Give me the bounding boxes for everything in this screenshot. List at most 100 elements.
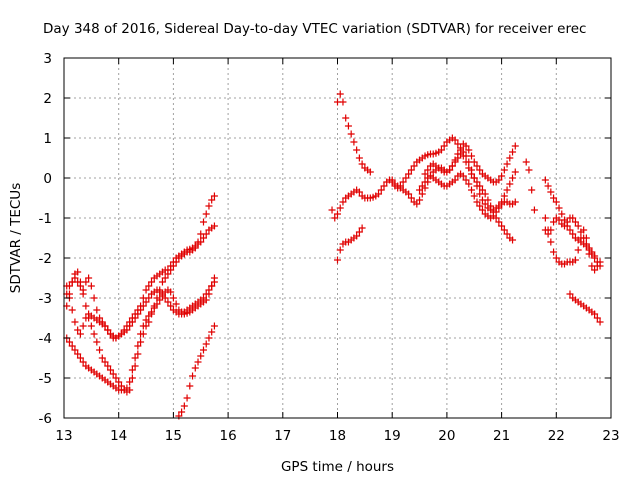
data-point: [96, 346, 104, 354]
data-point: [511, 142, 519, 150]
data-point: [498, 172, 506, 180]
data-point: [569, 230, 577, 238]
data-point: [421, 170, 429, 178]
data-point: [503, 230, 511, 238]
data-point: [202, 230, 210, 238]
data-points: [63, 90, 604, 420]
x-tick-label: 19: [384, 428, 401, 444]
data-point: [465, 158, 473, 166]
y-tick-label: -3: [39, 291, 52, 307]
data-point: [202, 210, 210, 218]
data-point: [476, 202, 484, 210]
series-s7: [334, 224, 366, 264]
data-point: [407, 194, 415, 202]
data-point: [87, 282, 95, 290]
data-point: [199, 346, 207, 354]
data-point: [596, 318, 604, 326]
x-tick-label: 23: [602, 428, 619, 444]
data-point: [503, 186, 511, 194]
data-point: [582, 240, 590, 248]
data-point: [210, 278, 218, 286]
data-point: [205, 334, 213, 342]
y-tick-label: -6: [39, 411, 52, 427]
data-point: [500, 192, 508, 200]
data-point: [137, 330, 145, 338]
data-point: [191, 364, 199, 372]
data-point: [402, 174, 410, 182]
data-point: [101, 358, 109, 366]
data-point: [131, 354, 139, 362]
data-point: [82, 278, 90, 286]
data-point: [104, 362, 112, 370]
data-point: [478, 206, 486, 214]
data-point: [139, 322, 147, 330]
data-point: [134, 342, 142, 350]
data-point: [158, 290, 166, 298]
data-point: [336, 246, 344, 254]
data-point: [437, 146, 445, 154]
data-point: [90, 294, 98, 302]
data-point: [68, 342, 76, 350]
data-point: [347, 130, 355, 138]
data-point: [574, 222, 582, 230]
data-point: [194, 358, 202, 366]
data-point: [574, 246, 582, 254]
y-tick-label: 0: [43, 171, 52, 187]
data-point: [547, 226, 555, 234]
data-point: [465, 146, 473, 154]
data-point: [473, 198, 481, 206]
x-axis-label: GPS time / hours: [281, 459, 394, 475]
data-point: [74, 350, 82, 358]
x-tick-label: 22: [548, 428, 565, 444]
data-point: [405, 190, 413, 198]
data-point: [541, 176, 549, 184]
data-point: [186, 382, 194, 390]
data-point: [164, 266, 172, 274]
data-point: [197, 352, 205, 360]
data-point: [82, 314, 90, 322]
data-point: [489, 212, 497, 220]
data-point: [459, 172, 467, 180]
data-point: [202, 340, 210, 348]
data-point: [104, 326, 112, 334]
data-point: [126, 378, 134, 386]
data-point: [334, 210, 341, 218]
y-tick-label: 3: [43, 51, 52, 67]
series-s2: [63, 222, 218, 342]
data-point: [470, 174, 478, 182]
data-point: [355, 154, 363, 162]
data-point: [148, 308, 156, 316]
data-point: [128, 374, 136, 382]
data-point: [148, 278, 156, 286]
data-point: [131, 314, 139, 322]
data-point: [101, 322, 109, 330]
data-point: [205, 202, 213, 210]
data-point: [506, 180, 514, 188]
data-point: [139, 302, 147, 310]
series-s6: [334, 90, 374, 176]
data-point: [511, 198, 519, 206]
series-s12: [522, 158, 538, 214]
data-point: [577, 228, 585, 236]
data-point: [470, 192, 478, 200]
data-point: [405, 170, 413, 178]
y-tick-label: 1: [43, 131, 52, 147]
data-point: [183, 394, 191, 402]
x-tick-label: 14: [110, 428, 127, 444]
data-point: [74, 268, 82, 276]
data-point: [358, 160, 366, 168]
data-point: [495, 218, 503, 226]
data-point: [169, 294, 177, 302]
data-point: [476, 166, 484, 174]
data-point: [199, 294, 207, 302]
data-point: [571, 218, 579, 226]
data-point: [145, 282, 153, 290]
data-point: [344, 122, 352, 130]
data-point: [208, 282, 216, 290]
data-point: [126, 322, 134, 330]
data-point: [473, 162, 481, 170]
data-point: [106, 330, 114, 338]
data-point: [552, 198, 560, 206]
data-point: [476, 190, 484, 198]
data-point: [178, 408, 186, 416]
